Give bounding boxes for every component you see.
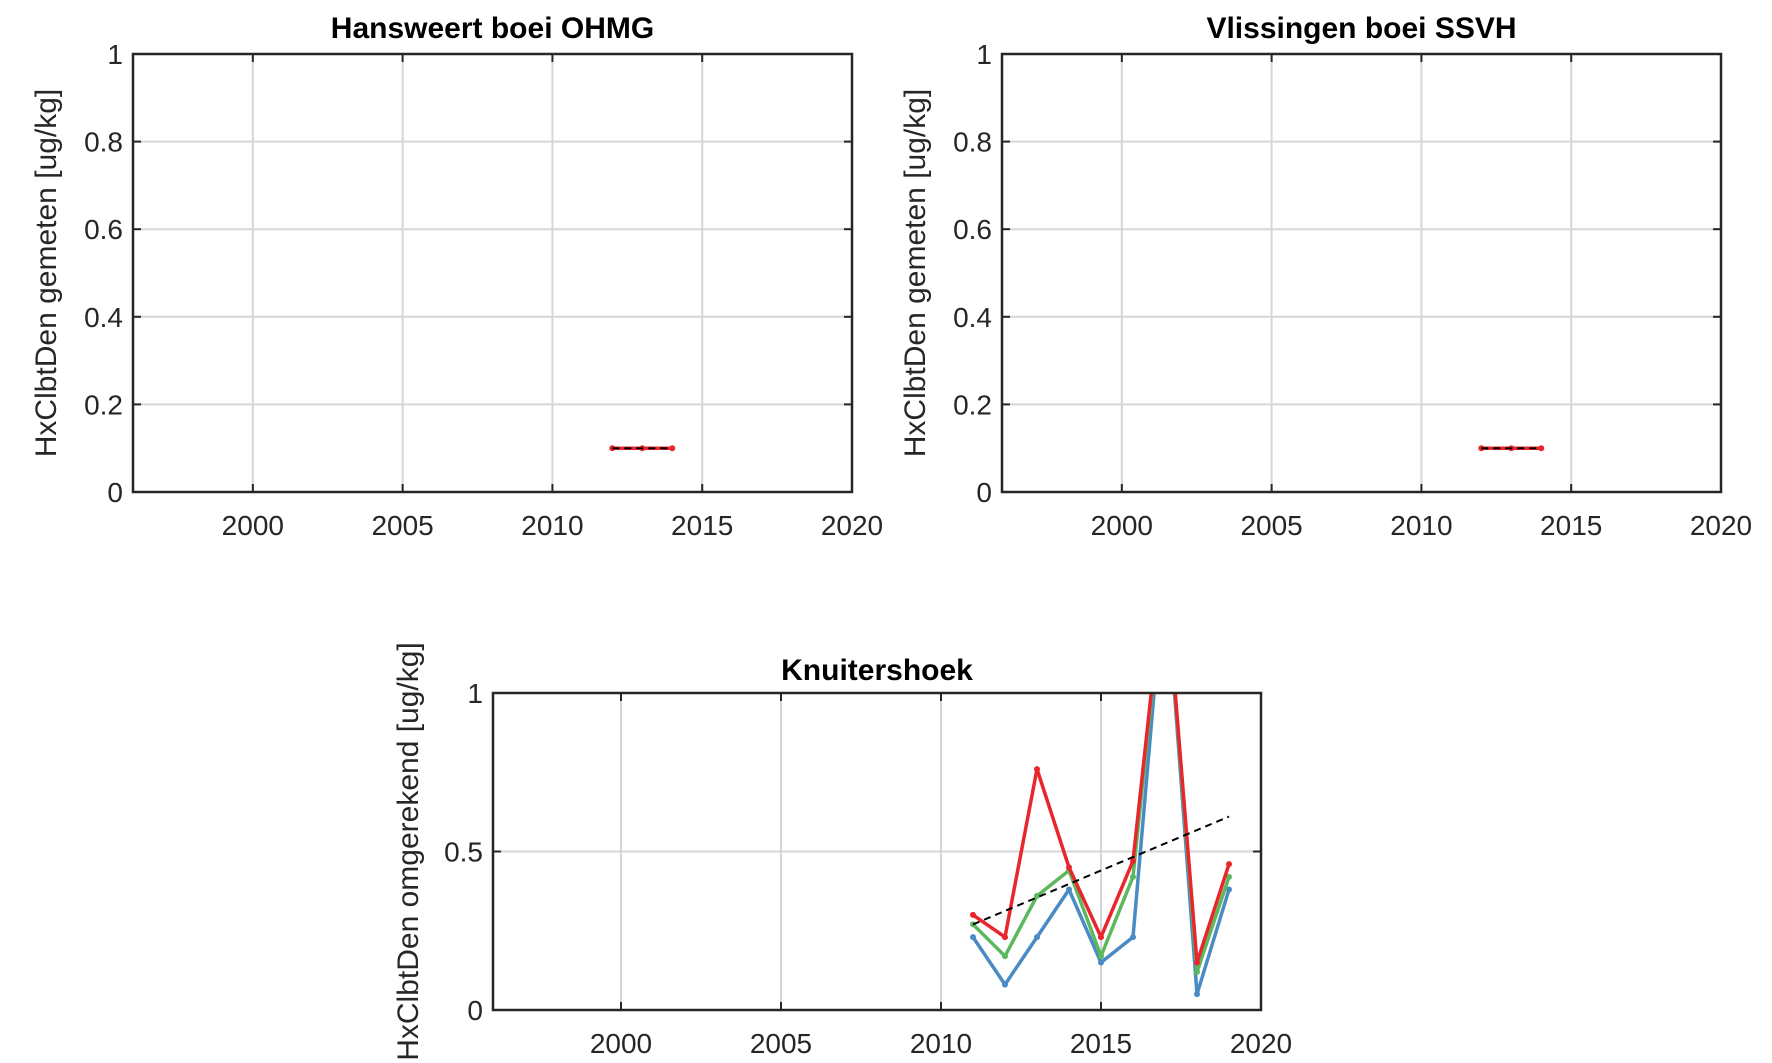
- x-tick-label: 2015: [1540, 510, 1602, 541]
- x-tick-label: 2020: [821, 510, 883, 541]
- data-point: [1130, 934, 1136, 941]
- axes-frame: [131, 52, 854, 494]
- x-tick-label: 2000: [590, 1028, 652, 1059]
- data-point: [1226, 886, 1232, 893]
- x-tick-label: 2010: [521, 510, 583, 541]
- trend-line: [972, 815, 1230, 926]
- series-group: [1478, 445, 1545, 452]
- data-point: [669, 445, 676, 452]
- series-group: [609, 445, 676, 452]
- y-tick-label: 1: [467, 678, 483, 709]
- data-point: [970, 911, 976, 918]
- chart-knuitershoek: 2000 2005 2010 2015 2020 0 0.5 1 Knuitershoek HxC…: [392, 642, 1292, 1061]
- data-point: [1034, 892, 1040, 899]
- data-point: [1066, 864, 1072, 871]
- y-tick-label: 1: [976, 39, 992, 70]
- y-tick-label: 0: [976, 477, 992, 508]
- x-tick-label: 2010: [910, 1028, 972, 1059]
- data-point: [1130, 873, 1136, 880]
- x-tick-label: 2020: [1230, 1028, 1292, 1059]
- x-tick-label: 2000: [222, 510, 284, 541]
- data-point: [1098, 959, 1104, 966]
- x-tick-label: 2005: [750, 1028, 812, 1059]
- x-tick-label: 2000: [1091, 510, 1153, 541]
- x-tick-label: 2010: [1390, 510, 1452, 541]
- data-point: [1226, 873, 1232, 880]
- y-tick-label: 0.2: [953, 389, 992, 420]
- y-axis-label: HxClbtDen omgerekend [ug/kg]: [392, 642, 425, 1061]
- chart-title: Knuitershoek: [781, 654, 973, 687]
- x-tick-label: 2015: [671, 510, 733, 541]
- y-axis-label: HxClbtDen gemeten [ug/kg]: [30, 89, 63, 458]
- x-tick-label: 2015: [1070, 1028, 1132, 1059]
- data-point: [1034, 934, 1040, 941]
- chart-title: Hansweert boei OHMG: [331, 12, 654, 45]
- y-tick-label: 0.6: [953, 214, 992, 245]
- data-point: [1002, 953, 1008, 960]
- chart-vlissingen: 2000 2005 2010 2015 2020 0 0.2 0.4 0.6 0.8 1 Vlissi…: [899, 12, 1752, 541]
- data-point: [1194, 959, 1200, 966]
- axes-frame: [1000, 52, 1723, 494]
- x-tick-label: 2005: [371, 510, 433, 541]
- y-tick-label: 1: [107, 39, 123, 70]
- series-group: [970, 693, 1232, 998]
- data-point: [1034, 766, 1040, 773]
- y-tick-label: 0.4: [84, 302, 123, 333]
- y-tick-label: 0: [467, 995, 483, 1026]
- data-point: [1098, 934, 1104, 941]
- y-axis-label: HxClbtDen gemeten [ug/kg]: [899, 89, 932, 458]
- y-tick-label: 0.6: [84, 214, 123, 245]
- data-point: [1226, 861, 1232, 868]
- x-tick-label: 2005: [1240, 510, 1302, 541]
- data-point: [1066, 886, 1072, 893]
- y-tick-label: 0.8: [953, 127, 992, 158]
- data-point: [1002, 981, 1008, 988]
- y-tick-label: 0.5: [444, 837, 483, 868]
- y-tick-label: 0.8: [84, 127, 123, 158]
- y-tick-label: 0: [107, 477, 123, 508]
- data-point: [1194, 968, 1200, 975]
- data-point: [1194, 991, 1200, 998]
- data-point: [1098, 953, 1104, 960]
- y-tick-label: 0.2: [84, 389, 123, 420]
- x-tick-label: 2020: [1690, 510, 1752, 541]
- chart-title: Vlissingen boei SSVH: [1206, 12, 1516, 45]
- data-point: [1538, 445, 1545, 452]
- y-tick-label: 0.4: [953, 302, 992, 333]
- data-point: [1130, 858, 1136, 865]
- data-point: [970, 934, 976, 941]
- chart-hansweert: 2000 2005 2010 2015 2020 0 0.2 0.4 0.6 0.8 1 Hanswe…: [30, 12, 883, 541]
- data-point: [1002, 934, 1008, 941]
